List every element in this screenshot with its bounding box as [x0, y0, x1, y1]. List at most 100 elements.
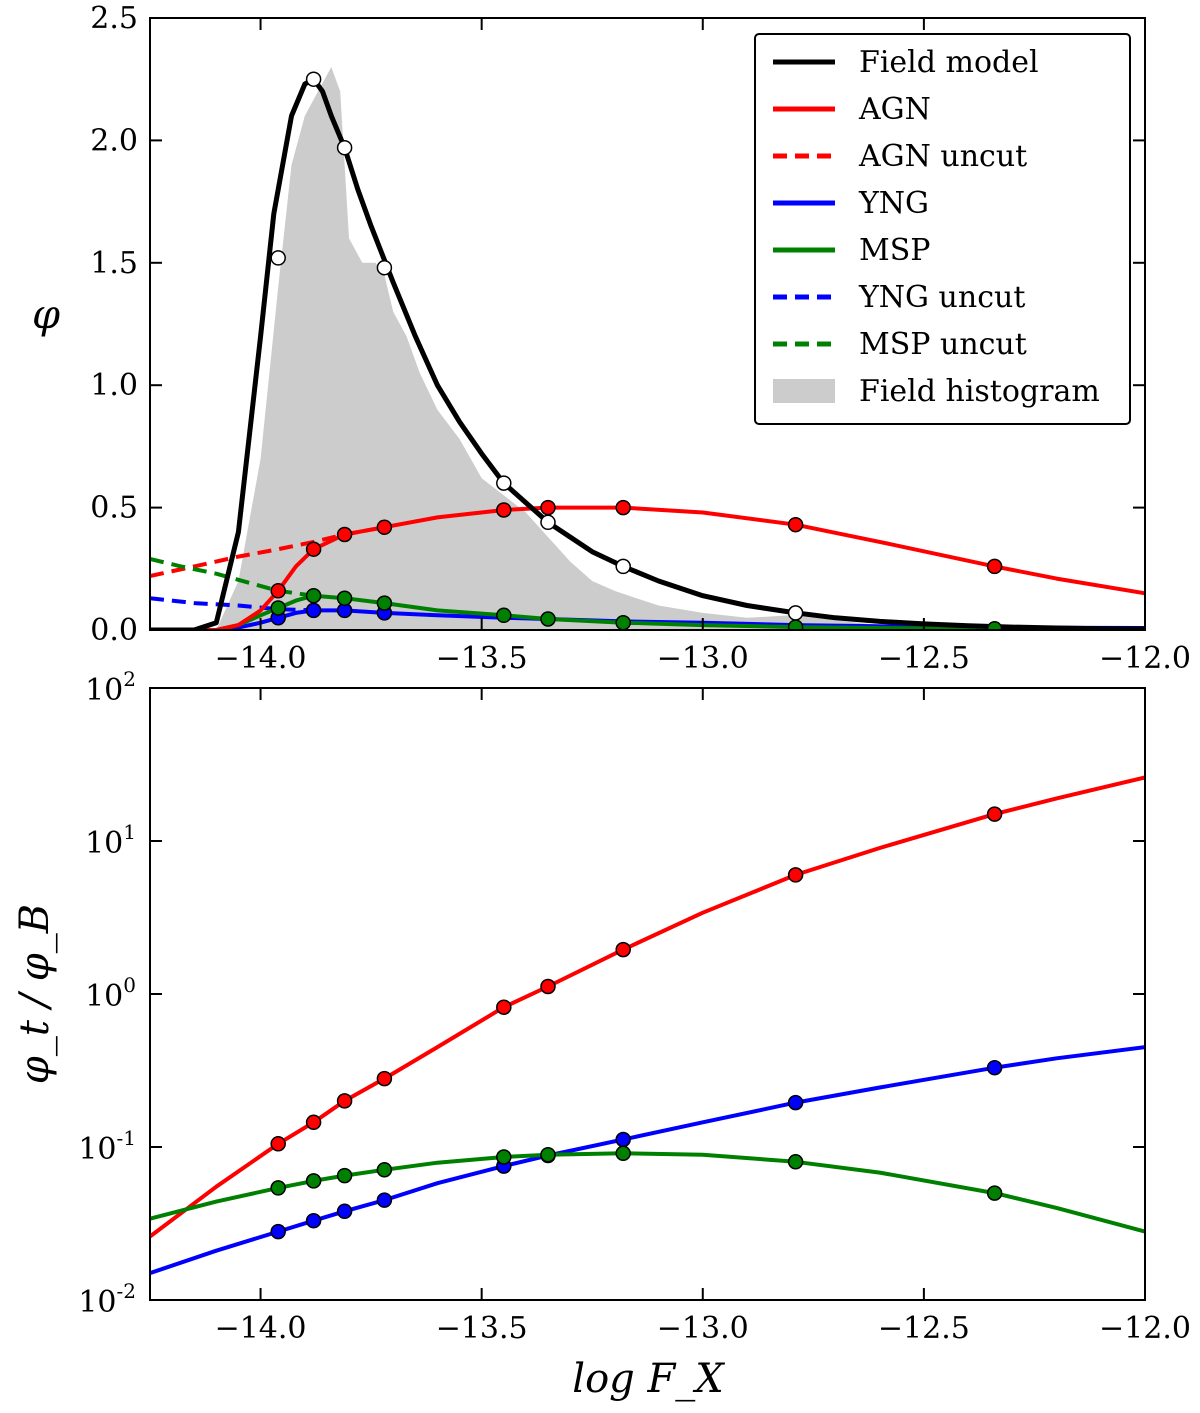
bottom-marker-agn	[336, 1093, 353, 1109]
bottom-marker-msp	[615, 1145, 631, 1162]
top-y-tick-label: 0.0	[90, 613, 138, 648]
bottom-marker-yng	[270, 1223, 286, 1240]
top-marker-msp	[305, 587, 322, 604]
top-y-axis-label: φ	[32, 292, 60, 338]
bottom-ticks: −14.0 −13.5 −13.0 −12.5 −12.0 10-2 10-1 100 101 1…	[78, 667, 1191, 1346]
top-y-tick-label: 2.0	[90, 123, 138, 158]
bottom-marker-yng	[376, 1192, 393, 1208]
bottom-marker-msp	[986, 1185, 1003, 1201]
bottom-y-tick-label: 101	[85, 820, 136, 861]
top-x-tick-label: −13.0	[657, 641, 749, 676]
x-axis-label: log F_X	[572, 1356, 725, 1402]
top-plot-area	[150, 67, 1145, 630]
top-series-field-model	[150, 76, 1145, 630]
bottom-x-tick-label: −12.0	[1099, 1311, 1191, 1346]
legend-box	[754, 33, 1131, 425]
bottom-marker-agn	[986, 806, 1003, 822]
top-marker-msp	[496, 607, 512, 624]
top-marker-agn	[787, 516, 804, 533]
top-marker-agn	[540, 499, 556, 516]
top-marker-msp	[986, 621, 1003, 630]
legend: Field model AGN AGN uncut YNG MSP YNG uncut MS…	[754, 33, 1131, 425]
top-marker-msp	[540, 611, 556, 627]
legend-label-field-model: Field model	[859, 45, 1039, 80]
bottom-marker-msp	[336, 1167, 353, 1184]
bottom-y-tick-label: 10-1	[78, 1126, 136, 1167]
top-marker-msp	[787, 619, 804, 630]
top-series-msp	[150, 593, 1145, 630]
top-x-tick-label: −12.5	[878, 641, 970, 676]
bottom-marker-agn	[496, 999, 512, 1015]
top-marker-field-model	[615, 558, 631, 575]
top-marker-field-model	[336, 139, 353, 156]
top-marker-agn	[615, 499, 631, 516]
bottom-plot-frame	[149, 687, 1146, 1301]
bottom-x-tick-label: −14.0	[215, 1311, 307, 1346]
bottom-marker-msp	[270, 1180, 286, 1196]
top-marker-field-model	[787, 605, 804, 621]
field-histogram	[216, 67, 969, 630]
top-marker-agn	[336, 526, 353, 543]
bottom-marker-yng	[615, 1131, 631, 1148]
bottom-marker-agn	[540, 978, 556, 995]
bottom-marker-agn	[615, 941, 631, 958]
top-x-tick-label: −14.0	[215, 641, 307, 676]
top-marker-agn	[496, 502, 512, 518]
legend-label-agn-uncut: AGN uncut	[858, 139, 1027, 174]
top-marker-agn	[305, 541, 322, 557]
bottom-marker-yng	[336, 1203, 353, 1220]
top-marker-field-model	[376, 259, 393, 276]
top-marker-field-model	[540, 514, 556, 531]
bottom-y-tick-label: 102	[85, 667, 136, 708]
top-marker-msp	[615, 614, 631, 630]
top-y-tick-label: 1.0	[90, 368, 138, 403]
bottom-marker-agn	[305, 1114, 322, 1131]
bottom-series-agn	[150, 775, 1145, 1239]
top-x-tick-label: −12.0	[1099, 641, 1191, 676]
top-marker-yng	[305, 602, 322, 619]
top-marker-agn	[376, 519, 393, 535]
top-marker-field-model	[270, 250, 286, 266]
bottom-marker-yng	[787, 1094, 804, 1111]
bottom-marker-agn	[787, 867, 804, 883]
top-ticks: −14.0 −13.5 −13.0 −12.5 −12.0 0.0 0.5 1.0 1.5 2.0…	[90, 1, 1191, 676]
bottom-marker-agn	[270, 1136, 286, 1152]
bottom-marker-yng	[986, 1059, 1003, 1076]
bottom-marker-msp	[305, 1173, 322, 1189]
top-y-tick-label: 2.5	[90, 1, 138, 36]
top-marker-msp	[270, 600, 286, 616]
bottom-y-axis-label: φ_t / φ_B	[12, 904, 58, 1084]
legend-label-msp: MSP	[859, 233, 930, 268]
top-marker-agn	[986, 558, 1003, 575]
legend-label-histogram: Field histogram	[859, 374, 1100, 409]
bottom-panel: −14.0 −13.5 −13.0 −12.5 −12.0 10-2 10-1 100 101 1…	[12, 667, 1191, 1402]
bottom-marker-msp	[787, 1154, 804, 1170]
top-y-tick-label: 1.5	[90, 246, 138, 281]
bottom-series-msp	[150, 1151, 1145, 1234]
top-series-yng-uncut	[150, 596, 314, 613]
top-marker-msp	[376, 595, 393, 611]
bottom-marker-yng	[305, 1212, 322, 1229]
bottom-series-yng	[150, 1045, 1145, 1275]
top-x-tick-label: −13.5	[436, 641, 528, 676]
legend-swatch-histogram	[773, 379, 835, 403]
top-panel: −14.0 −13.5 −13.0 −12.5 −12.0 0.0 0.5 1.0 1.5 2.0…	[32, 1, 1191, 676]
bottom-y-tick-label: 10-2	[78, 1279, 136, 1320]
bottom-x-tick-label: −12.5	[878, 1311, 970, 1346]
legend-label-agn: AGN	[858, 92, 931, 127]
legend-label-yng: YNG	[858, 186, 929, 221]
top-y-tick-label: 0.5	[90, 491, 138, 526]
top-marker-field-model	[496, 475, 512, 491]
bottom-marker-agn	[376, 1070, 393, 1087]
bottom-marker-msp	[496, 1149, 512, 1165]
top-marker-msp	[336, 590, 353, 606]
bottom-marker-msp	[376, 1162, 393, 1178]
top-marker-agn	[270, 583, 286, 599]
legend-label-msp-uncut: MSP uncut	[859, 327, 1027, 362]
bottom-x-tick-label: −13.0	[657, 1311, 749, 1346]
bottom-marker-msp	[540, 1146, 556, 1163]
bottom-x-tick-label: −13.5	[436, 1311, 528, 1346]
bottom-plot-area	[150, 775, 1145, 1275]
top-series-agn	[150, 505, 1145, 630]
